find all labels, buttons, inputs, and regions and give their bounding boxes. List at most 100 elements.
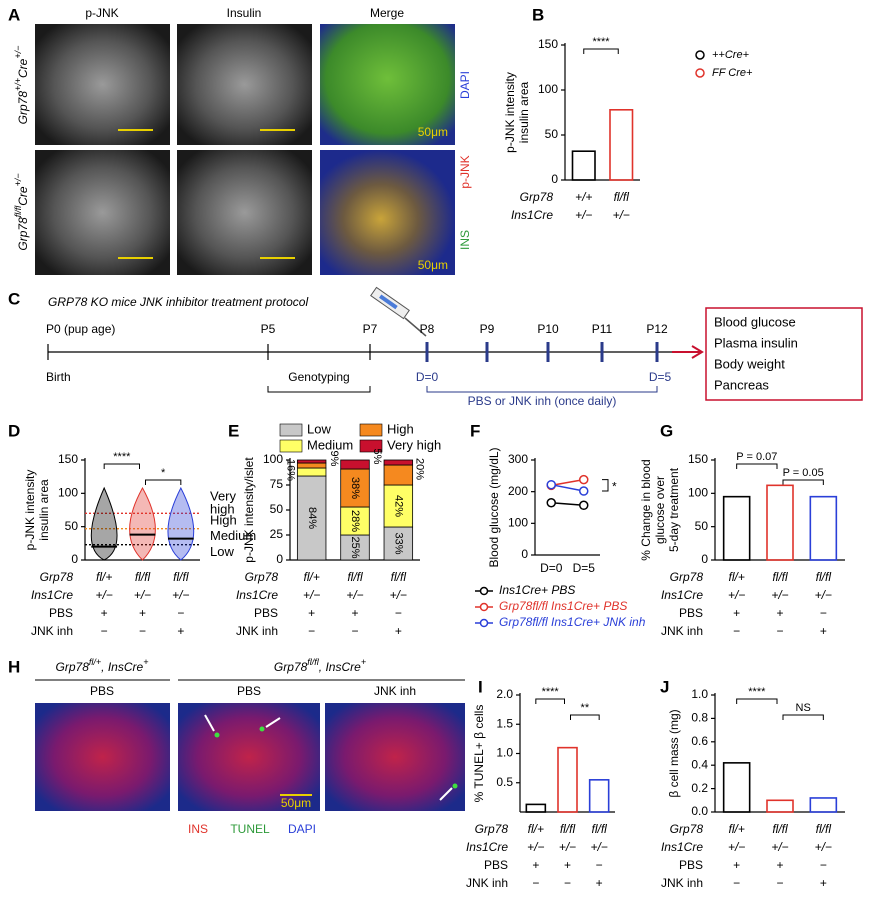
allele: +/− [13, 46, 23, 59]
y-tick-label: 75 [270, 477, 284, 491]
condition-value: +/− [771, 588, 788, 602]
condition-value: +/− [95, 588, 112, 602]
condition-value: − [564, 876, 571, 890]
violin [129, 486, 156, 561]
condition-value: − [532, 876, 539, 890]
stain-label: DAPI [288, 822, 316, 836]
significance: * [612, 480, 617, 494]
bar-segment [296, 467, 327, 477]
point [546, 479, 556, 490]
y-tick-label: 200 [508, 484, 528, 498]
condition-value: + [139, 606, 146, 620]
point [546, 498, 556, 508]
x-tick-label: D=0 [540, 561, 563, 575]
condition-value: fl/fl [347, 570, 363, 584]
significance-bracket [570, 714, 600, 720]
significance-bracket [145, 479, 182, 485]
condition-value: − [177, 606, 184, 620]
cre: , InsCre [101, 660, 143, 674]
condition-value: fl/+ [303, 570, 319, 584]
timeline-ticks [47, 344, 371, 360]
y-tick-label: 50 [65, 519, 79, 533]
value-label: 38% [349, 477, 361, 499]
bar-segment [296, 475, 327, 561]
y-tick-label: 1.5 [496, 716, 513, 730]
day-label: D=5 [649, 370, 672, 384]
outcome: Pancreas [714, 377, 769, 392]
condition-value: + [564, 858, 571, 872]
condition-value: fl/fl [816, 570, 832, 584]
legend-marker [695, 68, 705, 78]
panel-letter: I [478, 677, 483, 696]
significance: **** [542, 686, 560, 698]
condition-label: Grp78 [245, 570, 279, 584]
level-label: Very [210, 488, 237, 503]
bar-segment [383, 464, 414, 486]
condition-label: Ins1Cre [31, 588, 73, 602]
allele: + [361, 657, 366, 667]
condition-label: JNK inh [661, 876, 703, 890]
y-tick-label: 0.5 [496, 775, 513, 789]
y-tick-label: 100 [263, 452, 283, 466]
y-tick-label: 150 [538, 37, 558, 51]
age-label: P5 [261, 322, 276, 336]
timeline-title: GRP78 KO mice JNK inhibitor treatment pr… [48, 295, 308, 309]
legend-marker [479, 586, 489, 596]
condition-label: Ins1Cre [236, 588, 278, 602]
condition-value: + [820, 876, 827, 890]
bracket [426, 386, 658, 393]
cre: , InsCre [319, 660, 361, 674]
y-tick-label: 50 [695, 519, 709, 533]
bar [571, 150, 596, 181]
y-tick-label: 0.2 [691, 781, 708, 795]
condition-value: + [177, 624, 184, 638]
condition-label: PBS [254, 606, 278, 620]
condition-value: + [532, 858, 539, 872]
condition-label: Ins1Cre [661, 588, 703, 602]
column-label: Insulin [227, 6, 262, 20]
gene: Grp78 [56, 660, 90, 674]
stain-label: TUNEL [230, 822, 270, 836]
condition-label: Grp78 [520, 190, 554, 204]
condition-value: +/− [815, 840, 832, 854]
series-line [551, 483, 584, 492]
gene: Grp78 [16, 91, 30, 125]
micrograph [325, 703, 465, 811]
micrograph [35, 150, 170, 275]
significance-bracket [535, 698, 565, 704]
y-axis-label: % TUNEL+ β cells [472, 705, 486, 803]
allele: fl/fl [307, 657, 320, 667]
series-line [551, 502, 584, 507]
age-label: P9 [480, 322, 495, 336]
condition-value: − [820, 858, 827, 872]
column-label: p-JNK [85, 6, 118, 20]
condition-value: fl/fl [391, 570, 407, 584]
condition-value: fl/fl [591, 822, 607, 836]
bar [722, 495, 751, 561]
condition-label: PBS [679, 858, 703, 872]
legend-label: Medium [307, 437, 353, 452]
treatment-label: PBS or JNK inh (once daily) [468, 394, 617, 408]
cre: Cre [16, 58, 30, 78]
outcome-box [705, 307, 863, 401]
condition-value: +/+ [575, 190, 592, 204]
condition-label: PBS [484, 858, 508, 872]
condition-value: + [308, 606, 315, 620]
bar-segment [296, 462, 327, 469]
condition-value: + [351, 606, 358, 620]
y-axis-label: 5-day treatment [667, 467, 681, 552]
level-label: high [210, 501, 235, 516]
y-axis-label: glucose over [653, 476, 667, 544]
y-tick-label: 0 [71, 552, 78, 566]
significance-bracket [583, 48, 619, 54]
outcome: Body weight [714, 356, 785, 371]
significance: **** [748, 686, 766, 698]
level-label: Low [210, 544, 234, 559]
treatment-label: PBS [237, 684, 261, 698]
condition-value: +/− [728, 588, 745, 602]
condition-value: +/− [575, 208, 592, 222]
age-label: P7 [363, 322, 378, 336]
y-tick-label: 150 [688, 452, 708, 466]
y-tick-label: 0.0 [691, 804, 708, 818]
micrograph [178, 703, 320, 811]
